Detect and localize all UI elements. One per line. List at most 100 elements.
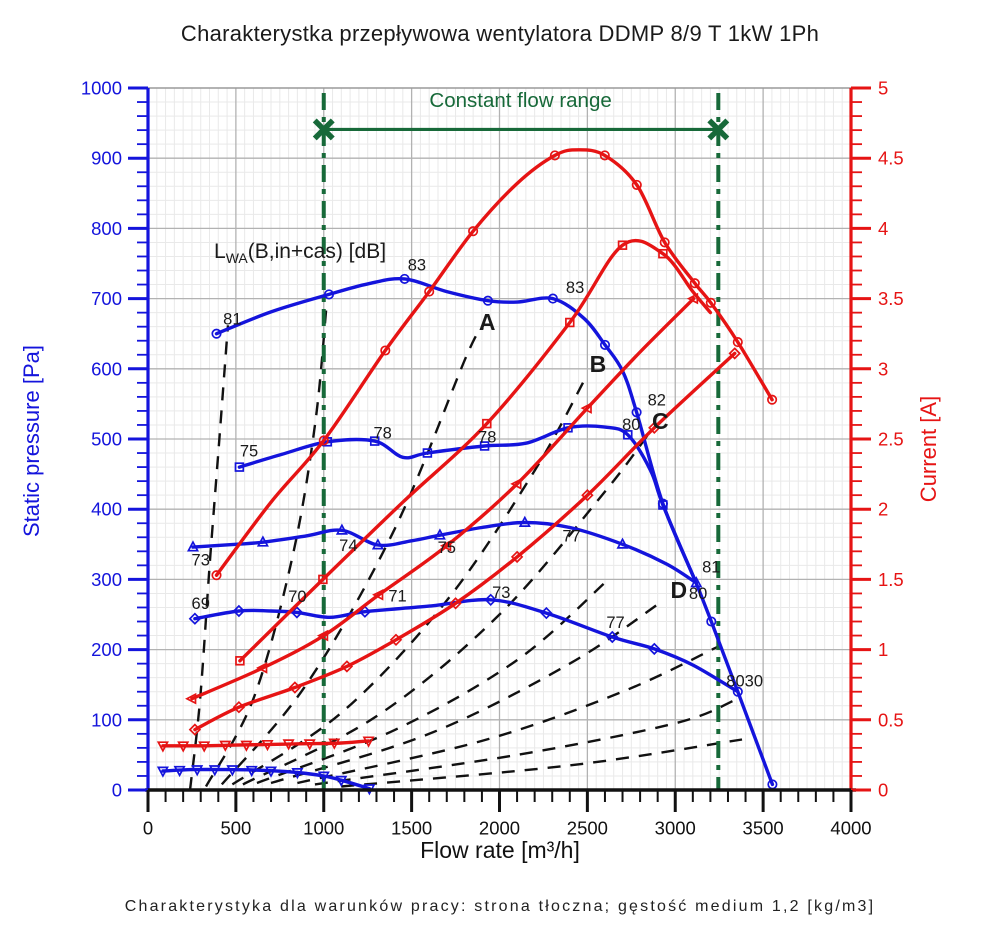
square-marker [422, 448, 433, 458]
axes: 0100200300400500600700800900100000.511.5… [81, 77, 904, 838]
diamond-marker [290, 606, 304, 619]
system-curve-2 [256, 578, 610, 785]
triangle-left-marker [316, 629, 329, 642]
diamond-marker [581, 488, 594, 502]
diamond-marker [510, 550, 524, 564]
square-marker [482, 418, 492, 429]
circle-marker [549, 150, 560, 161]
y-left-tick-label: 0 [112, 779, 122, 800]
x-mark-icon [707, 118, 730, 141]
square-marker [234, 462, 245, 472]
diamond-marker [648, 421, 661, 435]
y-left-tick-label: 800 [91, 218, 122, 239]
circle-marker [424, 286, 435, 297]
y-right-tick-label: 3 [878, 358, 888, 379]
system-curve-5 [341, 738, 743, 788]
y-left-tick-label: 700 [91, 288, 122, 309]
y-left-tick-label: 500 [91, 428, 122, 449]
triangle-left-marker [686, 292, 699, 305]
pressure-curve-c [186, 515, 703, 588]
x-tick-label: 1500 [391, 817, 432, 838]
diamond-marker [484, 593, 497, 607]
circle-marker [599, 339, 611, 350]
triangle-down-marker [328, 738, 341, 750]
y-left-tick-label: 400 [91, 499, 122, 520]
current-curve-c-path [190, 296, 696, 701]
triangle-up-marker [616, 537, 629, 549]
diamond-marker [340, 660, 354, 673]
triangle-down-marker [226, 765, 239, 777]
triangle-up-marker [371, 538, 384, 550]
triangle-down-marker [264, 766, 278, 778]
current-curve-a-path [214, 148, 774, 577]
noise-level-label: 78 [478, 429, 496, 447]
triangle-down-marker [219, 740, 232, 752]
square-marker [658, 500, 668, 510]
noise-level-label: 77 [562, 528, 580, 546]
circle-marker [547, 293, 558, 304]
current-curve-e [156, 736, 375, 753]
diamond-marker [232, 700, 246, 714]
system-curves [188, 306, 743, 791]
noise-level-label: 75 [240, 443, 258, 461]
system-curve-surge [188, 325, 230, 791]
y-right-axis-title: Current [A] [916, 395, 941, 503]
y-left-tick-label: 100 [91, 709, 122, 730]
current-curve-c [185, 292, 699, 705]
triangle-down-marker [317, 771, 330, 783]
triangle-down-marker [282, 739, 295, 751]
diamond-marker [389, 633, 403, 647]
system-curve-d [270, 600, 662, 785]
circle-marker [482, 295, 493, 306]
constant-flow-annotation: Constant flow range [312, 89, 730, 790]
triangle-up-marker [256, 535, 269, 547]
diamond-marker [728, 347, 741, 360]
circle-marker [631, 179, 642, 190]
x-tick-label: 3500 [743, 817, 784, 838]
current-curve-d [188, 347, 741, 736]
triangle-up-marker [335, 523, 348, 535]
circle-marker [659, 237, 670, 248]
pressure-curve-e [156, 765, 376, 796]
pressure-curve-b-path [237, 424, 697, 582]
y-left-tick-label: 600 [91, 358, 122, 379]
triangle-down-marker [362, 736, 375, 748]
square-marker [479, 441, 490, 451]
diamond-marker [288, 681, 302, 694]
pressure-curve-d-path [193, 597, 740, 694]
y-left-tick-label: 300 [91, 569, 122, 590]
y-right-tick-label: 1 [878, 639, 888, 660]
square-marker [369, 436, 380, 446]
y-left-tick-label: 200 [91, 639, 122, 660]
circle-marker [631, 407, 642, 418]
square-marker [623, 430, 633, 440]
operating-point-label: C [652, 408, 669, 434]
circle-marker [468, 226, 479, 237]
noise-level-label: 70 [288, 588, 306, 606]
y-right-tick-label: 0.5 [878, 709, 904, 730]
diamond-marker [648, 642, 661, 656]
point-labels: 81 83 83 82 81 80 8030 75 78 78 80 73 74 75 77 69 70 71 73… [192, 240, 763, 690]
system-curve-3 [297, 645, 720, 785]
noise-level-label: 69 [192, 595, 210, 613]
pressure-curve-a-path [214, 276, 775, 787]
circle-marker [399, 273, 410, 284]
noise-level-label: 8030 [726, 672, 763, 690]
triangle-up-marker [518, 515, 531, 527]
triangle-down-marker [335, 775, 348, 788]
noise-level-label: 82 [648, 391, 666, 409]
x-tick-label: 2500 [567, 817, 608, 838]
grid [148, 87, 851, 790]
triangle-left-marker [256, 662, 268, 674]
y-right-tick-label: 2.5 [878, 428, 904, 449]
diamond-marker [188, 612, 202, 625]
circle-marker [318, 435, 329, 446]
y-right-tick-label: 4 [878, 218, 888, 239]
triangle-down-marker [156, 766, 169, 778]
triangle-down-marker [240, 740, 253, 752]
triangle-left-marker [510, 478, 522, 490]
circle-marker [732, 337, 743, 348]
current-curve-a [211, 148, 778, 581]
triangle-down-marker [173, 765, 186, 778]
noise-level-label: 73 [492, 584, 510, 602]
